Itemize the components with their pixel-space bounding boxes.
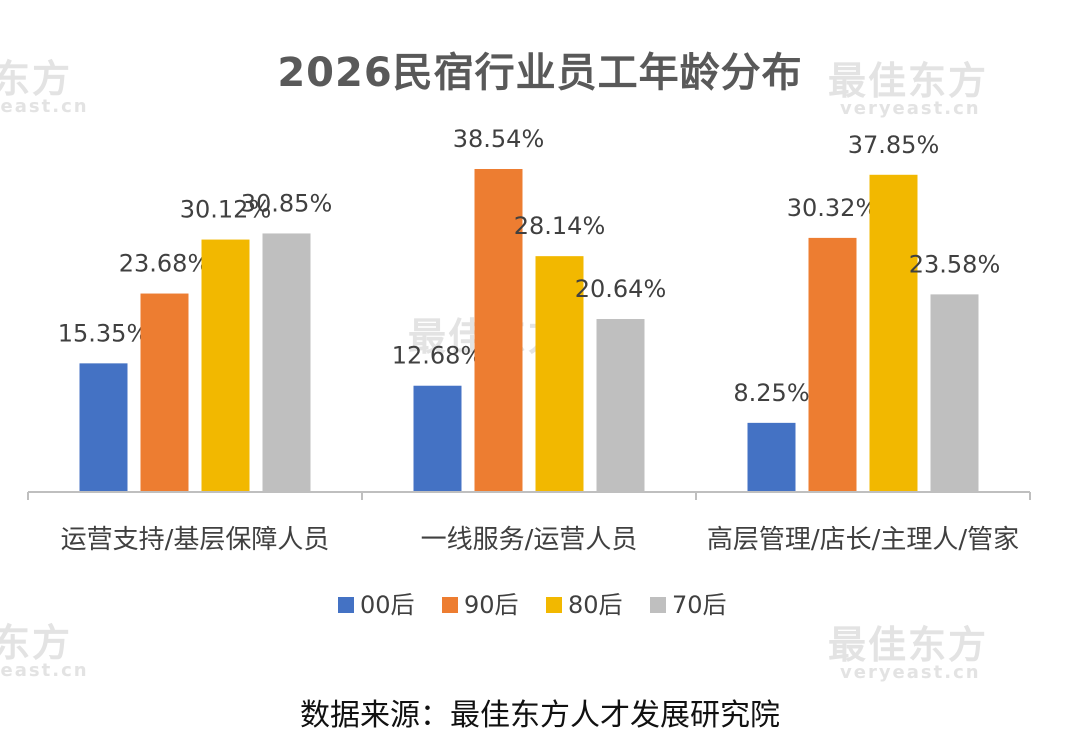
- bar-3-80后: [869, 174, 918, 492]
- bar-2-90后: [474, 168, 523, 492]
- legend-label-00后: 00后: [360, 591, 415, 619]
- bar-3-00后: [747, 422, 796, 492]
- category-label-1: 运营支持/基层保障人员: [61, 525, 330, 555]
- chart-title: 2026民宿行业员工年龄分布: [277, 50, 803, 96]
- bar-3-70后: [930, 294, 979, 492]
- bar-chart: 15.35% 23.68% 30.12%30.85% 运营支持/基层保障人员 12.68…: [27, 125, 1031, 619]
- legend-label-80后: 80后: [568, 591, 623, 619]
- legend-swatch-70后: [650, 597, 666, 613]
- legend-swatch-00后: [338, 597, 354, 613]
- bar-1-80后: [201, 239, 250, 492]
- bar-1-00后: [79, 363, 128, 492]
- watermark-domain-top-right: veryeast.cn: [840, 98, 981, 119]
- watermark-brand-top-right: 最佳东方: [828, 59, 989, 103]
- bar-1-90后: [140, 293, 189, 492]
- legend-label-70后: 70后: [672, 591, 727, 619]
- data-label-3-70后: 23.58%: [909, 250, 1001, 278]
- legend-swatch-80后: [546, 597, 562, 613]
- bar-2-80后: [535, 256, 584, 492]
- data-label-2-80后: 28.14%: [514, 212, 606, 240]
- data-label-3-00后: 8.25%: [733, 379, 809, 407]
- watermark-brand-bottom-left: 最佳东方: [0, 621, 73, 665]
- bar-2-00后: [413, 385, 462, 492]
- watermark-domain-bottom-right: veryeast.cn: [840, 662, 981, 683]
- data-label-1-00后: 15.35%: [58, 319, 150, 347]
- data-label-1-80后: 30.12%: [180, 196, 272, 224]
- category-label-2: 一线服务/运营人员: [421, 525, 638, 555]
- bar-2-70后: [596, 319, 645, 492]
- legend-swatch-90后: [442, 597, 458, 613]
- legend-label-90后: 90后: [464, 591, 519, 619]
- data-label-2-70后: 20.64%: [575, 275, 667, 303]
- category-label-3: 高层管理/店长/主理人/管家: [707, 525, 1019, 555]
- watermark-brand-top-left: 最佳东方: [0, 57, 73, 101]
- data-label-2-00后: 12.68%: [392, 342, 484, 370]
- data-label-1-90后: 23.68%: [119, 250, 211, 278]
- data-label-2-90后: 38.54%: [453, 125, 545, 153]
- watermark-domain-top-left: veryeast.cn: [0, 96, 89, 117]
- data-label-1-70后: 30.85%: [241, 189, 333, 217]
- data-label-3-80后: 37.85%: [848, 131, 940, 159]
- bar-3-90后: [808, 237, 857, 492]
- data-source-note: 数据来源：最佳东方人才发展研究院: [300, 698, 780, 733]
- watermark-domain-bottom-left: veryeast.cn: [0, 660, 89, 681]
- data-label-3-90后: 30.32%: [787, 194, 879, 222]
- bar-1-70后: [262, 233, 311, 492]
- watermark-brand-bottom-right: 最佳东方: [828, 623, 989, 667]
